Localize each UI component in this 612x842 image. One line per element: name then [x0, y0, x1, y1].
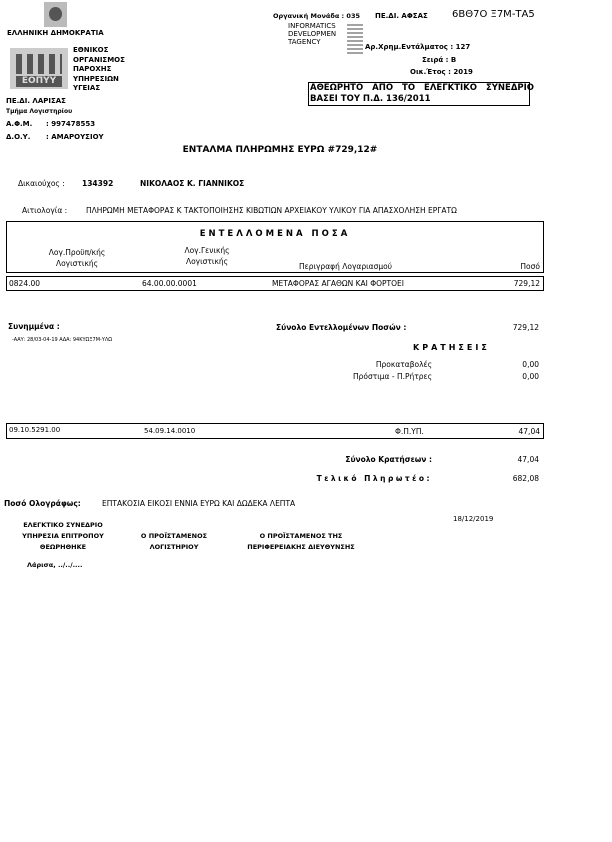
audit-signature-block: ΕΛΕΓΚΤΙΚΟ ΣΥΝΕΔΡΙΟ ΥΠΗΡΕΣΙΑ ΕΠΙΤΡΟΠΟΥ ΘΕΩΡ… — [22, 521, 104, 551]
unit-name: ΠΕ.ΔΙ. ΛΑΡΙΣΑΣ — [6, 97, 66, 105]
col-budget-account: Λογ.Προϋπ/κής Λογιστικής — [48, 248, 106, 268]
justification-text: ΠΛΗΡΩΜΗ ΜΕΤΑΦΟΡΑΣ Κ ΤΑΚΤΟΠΟΙΗΣΗΣ ΚΙΒΩΤΙΩ… — [86, 206, 457, 215]
place-date: Λάρισα, ../../.... — [27, 561, 83, 569]
beneficiary-label: Δικαιούχος : — [18, 179, 65, 188]
doy-value: : ΑΜΑΡΟΥΣΙΟΥ — [46, 133, 104, 141]
deduction-amount-cell: 47,04 — [518, 427, 540, 436]
attachments-label: Συνημμένα : — [8, 322, 60, 331]
attachments-text: -ΑΑΥ: 28/03-04-19 ΑΔΑ: 94ΚΥΩΞ7Μ-ΥΛΩ — [12, 337, 113, 343]
amount-words-label: Ποσό Ολογράφως: — [4, 499, 81, 508]
fiscal-year: Οικ.Έτος : 2019 — [410, 68, 473, 76]
amounts-heading: ΕΝΤΕΛΛΟΜΕΝΑ ΠΟΣΑ — [199, 229, 351, 239]
deduction-budget-account-cell: 09.10.5291.00 — [9, 426, 61, 434]
beneficiary-code: 134392 — [82, 179, 114, 188]
deduction-description-cell: Φ.Π.ΥΠ. — [395, 427, 424, 436]
republic-label: ΕΛΛΗΝΙΚΗ ΔΗΜΟΚΡΑΤΙΑ — [7, 29, 104, 37]
table-row: 09.10.5291.00 54.09.14.0010 Φ.Π.ΥΠ. 47,0… — [6, 423, 544, 439]
deductions-heading: ΚΡΑΤΗΣΕΙΣ — [413, 343, 490, 352]
table-row: 0824.00 64.00.00.0001 ΜΕΤΑΦΟΡΑΣ ΑΓΑΘΩΝ Κ… — [6, 276, 544, 291]
description-cell: ΜΕΤΑΦΟΡΑΣ ΑΓΑΘΩΝ ΚΑΙ ΦΟΡΤΟΕΙ — [272, 279, 404, 288]
issue-date: 18/12/2019 — [453, 515, 494, 523]
beneficiary-name: ΝΙΚΟΛΑΟΣ Κ. ΓΙΑΝΝΙΚΟΣ — [140, 179, 245, 188]
col-description: Περιγραφή Λογαριασμού — [299, 262, 393, 271]
payment-number: Αρ.Χρημ.Εντάλματος : 127 — [365, 43, 471, 51]
agency-stamp: INFORMATICS DEVELOPMEN TAGENCY — [288, 22, 337, 46]
ada-code: 6ΒΘ7Ο Ξ7Μ-ΤΑ5 — [452, 9, 535, 20]
advances-value: 0,00 — [522, 360, 539, 369]
amount-words-text: ΕΠΤΑΚΟΣΙΑ ΕΙΚΟΣΙ ΕΝΝΙΑ ΕΥΡΩ ΚΑΙ ΔΩΔΕΚΑ Λ… — [102, 499, 296, 508]
doy-label: Δ.Ο.Υ. — [6, 133, 31, 141]
col-amount: Ποσό — [520, 262, 540, 271]
total-deductions-label: Σύνολο Κρατήσεων : — [345, 455, 432, 464]
eopyy-logo: ΕΟΠΥΥ — [10, 48, 68, 89]
final-payable-label: Τελικό Πληρωτέο: — [316, 474, 432, 483]
audit-notice-line1: ΑΘΕΩΡΗΤΟ ΑΠΟ ΤΟ ΕΛΕΓΚΤΙΚΟ ΣΥΝΕΔΡΙΟ — [310, 83, 535, 93]
penalties-label: Πρόστιμα - Π.Ρήτρες — [352, 372, 432, 381]
amounts-header-box: ΕΝΤΕΛΛΟΜΕΝΑ ΠΟΣΑ Λογ.Προϋπ/κής Λογιστικής… — [6, 221, 544, 273]
final-payable-value: 682,08 — [512, 474, 539, 483]
department: Τμήμα Λογιστηρίου — [6, 108, 73, 115]
org-unit: Οργανική Μονάδα : 035 — [273, 12, 360, 20]
amount-cell: 729,12 — [513, 279, 540, 288]
afm-value: : 997478553 — [46, 120, 96, 128]
digital-signature-mark — [347, 24, 363, 54]
general-account-cell: 64.00.00.0001 — [142, 279, 197, 288]
series: Σειρά : Β — [422, 56, 457, 64]
org-name: ΕΘΝΙΚΟΣ ΟΡΓΑΝΙΣΜΟΣ ΠΑΡΟΧΗΣ ΥΠΗΡΕΣΙΩΝ ΥΓΕΙΑΣ — [73, 46, 125, 92]
coat-of-arms-icon — [44, 2, 67, 27]
col-general-account: Λογ.Γενικής Λογιστικής — [184, 246, 230, 266]
deduction-general-account-cell: 54.09.14.0010 — [144, 427, 196, 435]
afm-label: Α.Φ.Μ. — [6, 120, 33, 128]
justification-label: Αιτιολογία : — [22, 206, 68, 215]
page-title: ΕΝΤΑΛΜΑ ΠΛΗΡΩΜΗΣ ΕΥΡΩ #729,12# — [182, 145, 378, 155]
total-ordered-label: Σύνολο Εντελλομένων Ποσών : — [276, 323, 407, 332]
budget-account-cell: 0824.00 — [9, 279, 41, 288]
penalties-value: 0,00 — [522, 372, 539, 381]
accounting-head-signature: Ο ΠΡΟΪΣΤΑΜΕΝΟΣ ΛΟΓΙΣΤΗΡΙΟΥ — [140, 532, 208, 551]
total-ordered-value: 729,12 — [512, 323, 539, 332]
total-deductions-value: 47,04 — [517, 455, 539, 464]
audit-notice-line2: ΒΑΣΕΙ ΤΟΥ Π.Δ. 136/2011 — [310, 94, 431, 104]
audit-notice-box: ΑΘΕΩΡΗΤΟ ΑΠΟ ΤΟ ΕΛΕΓΚΤΙΚΟ ΣΥΝΕΔΡΙΟ ΒΑΣΕΙ… — [308, 82, 534, 106]
logo-text: ΕΟΠΥΥ — [16, 76, 62, 87]
advances-label: Προκαταβολές — [375, 360, 432, 369]
unit-short: ΠΕ.ΔΙ. ΑΦΣΑΣ — [375, 12, 428, 20]
regional-head-signature: Ο ΠΡΟΪΣΤΑΜΕΝΟΣ ΤΗΣ ΠΕΡΙΦΕΡΕΙΑΚΗΣ ΔΙΕΥΘΥΝΣ… — [247, 532, 355, 551]
